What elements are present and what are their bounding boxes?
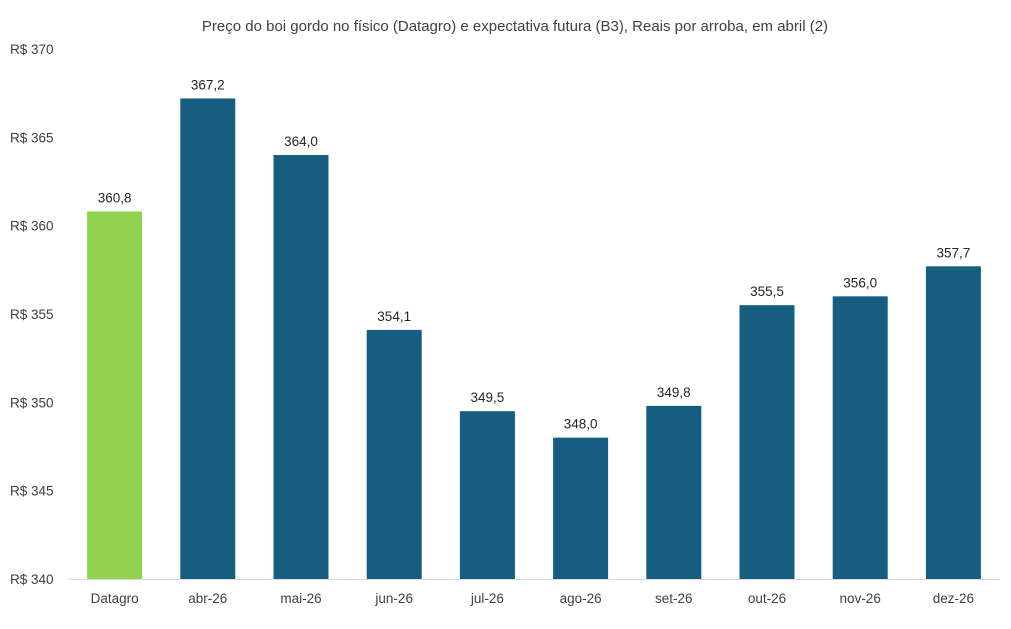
bar-dez-26	[925, 266, 981, 579]
data-label: 357,7	[937, 245, 971, 260]
bar-out-26	[739, 305, 795, 579]
x-tick-label: out-26	[748, 591, 786, 606]
bar-ago-26	[553, 437, 609, 579]
bar-abr-26	[180, 98, 236, 579]
y-axis-ticks: R$ 340 R$ 345 R$ 350 R$ 355 R$ 360 R$ 365 R$ 3…	[10, 42, 54, 587]
chart-title: Preço do boi gordo no físico (Datagro) e…	[202, 18, 828, 35]
x-tick-label: jul-26	[470, 591, 504, 606]
bar-nov-26	[832, 296, 888, 579]
bar-jun-26	[366, 329, 422, 579]
y-tick-label: R$ 370	[10, 42, 54, 57]
data-label: 367,2	[191, 77, 225, 92]
y-tick-label: R$ 355	[10, 307, 54, 322]
x-tick-label: mai-26	[280, 591, 321, 606]
bar-mai-26	[273, 155, 329, 579]
x-axis-ticks: Datagro abr-26 mai-26 jun-26 jul-26 ago-26 set…	[91, 591, 974, 606]
data-label: 354,1	[377, 309, 411, 324]
x-tick-label: abr-26	[188, 591, 227, 606]
data-label: 360,8	[98, 191, 132, 206]
x-tick-label: set-26	[655, 591, 693, 606]
bars-group	[87, 98, 981, 580]
bar-datagro	[87, 211, 143, 580]
y-tick-label: R$ 350	[10, 395, 54, 410]
x-tick-label: nov-26	[840, 591, 881, 606]
x-tick-label: Datagro	[91, 591, 139, 606]
x-tick-label: jun-26	[374, 591, 413, 606]
y-tick-label: R$ 360	[10, 219, 54, 234]
x-tick-label: ago-26	[560, 591, 602, 606]
bar-jul-26	[459, 411, 515, 579]
data-labels-group: 360,8 367,2 364,0 354,1 349,5 348,0 349,8 355,5…	[98, 77, 971, 431]
bar-set-26	[646, 405, 702, 579]
data-label: 355,5	[750, 284, 784, 299]
y-tick-label: R$ 345	[10, 484, 54, 499]
data-label: 349,5	[471, 390, 505, 405]
y-tick-label: R$ 365	[10, 130, 54, 145]
data-label: 356,0	[843, 275, 877, 290]
y-tick-label: R$ 340	[10, 572, 54, 587]
x-tick-label: dez-26	[933, 591, 974, 606]
data-label: 364,0	[284, 134, 318, 149]
data-label: 348,0	[564, 417, 598, 432]
data-label: 349,8	[657, 385, 691, 400]
